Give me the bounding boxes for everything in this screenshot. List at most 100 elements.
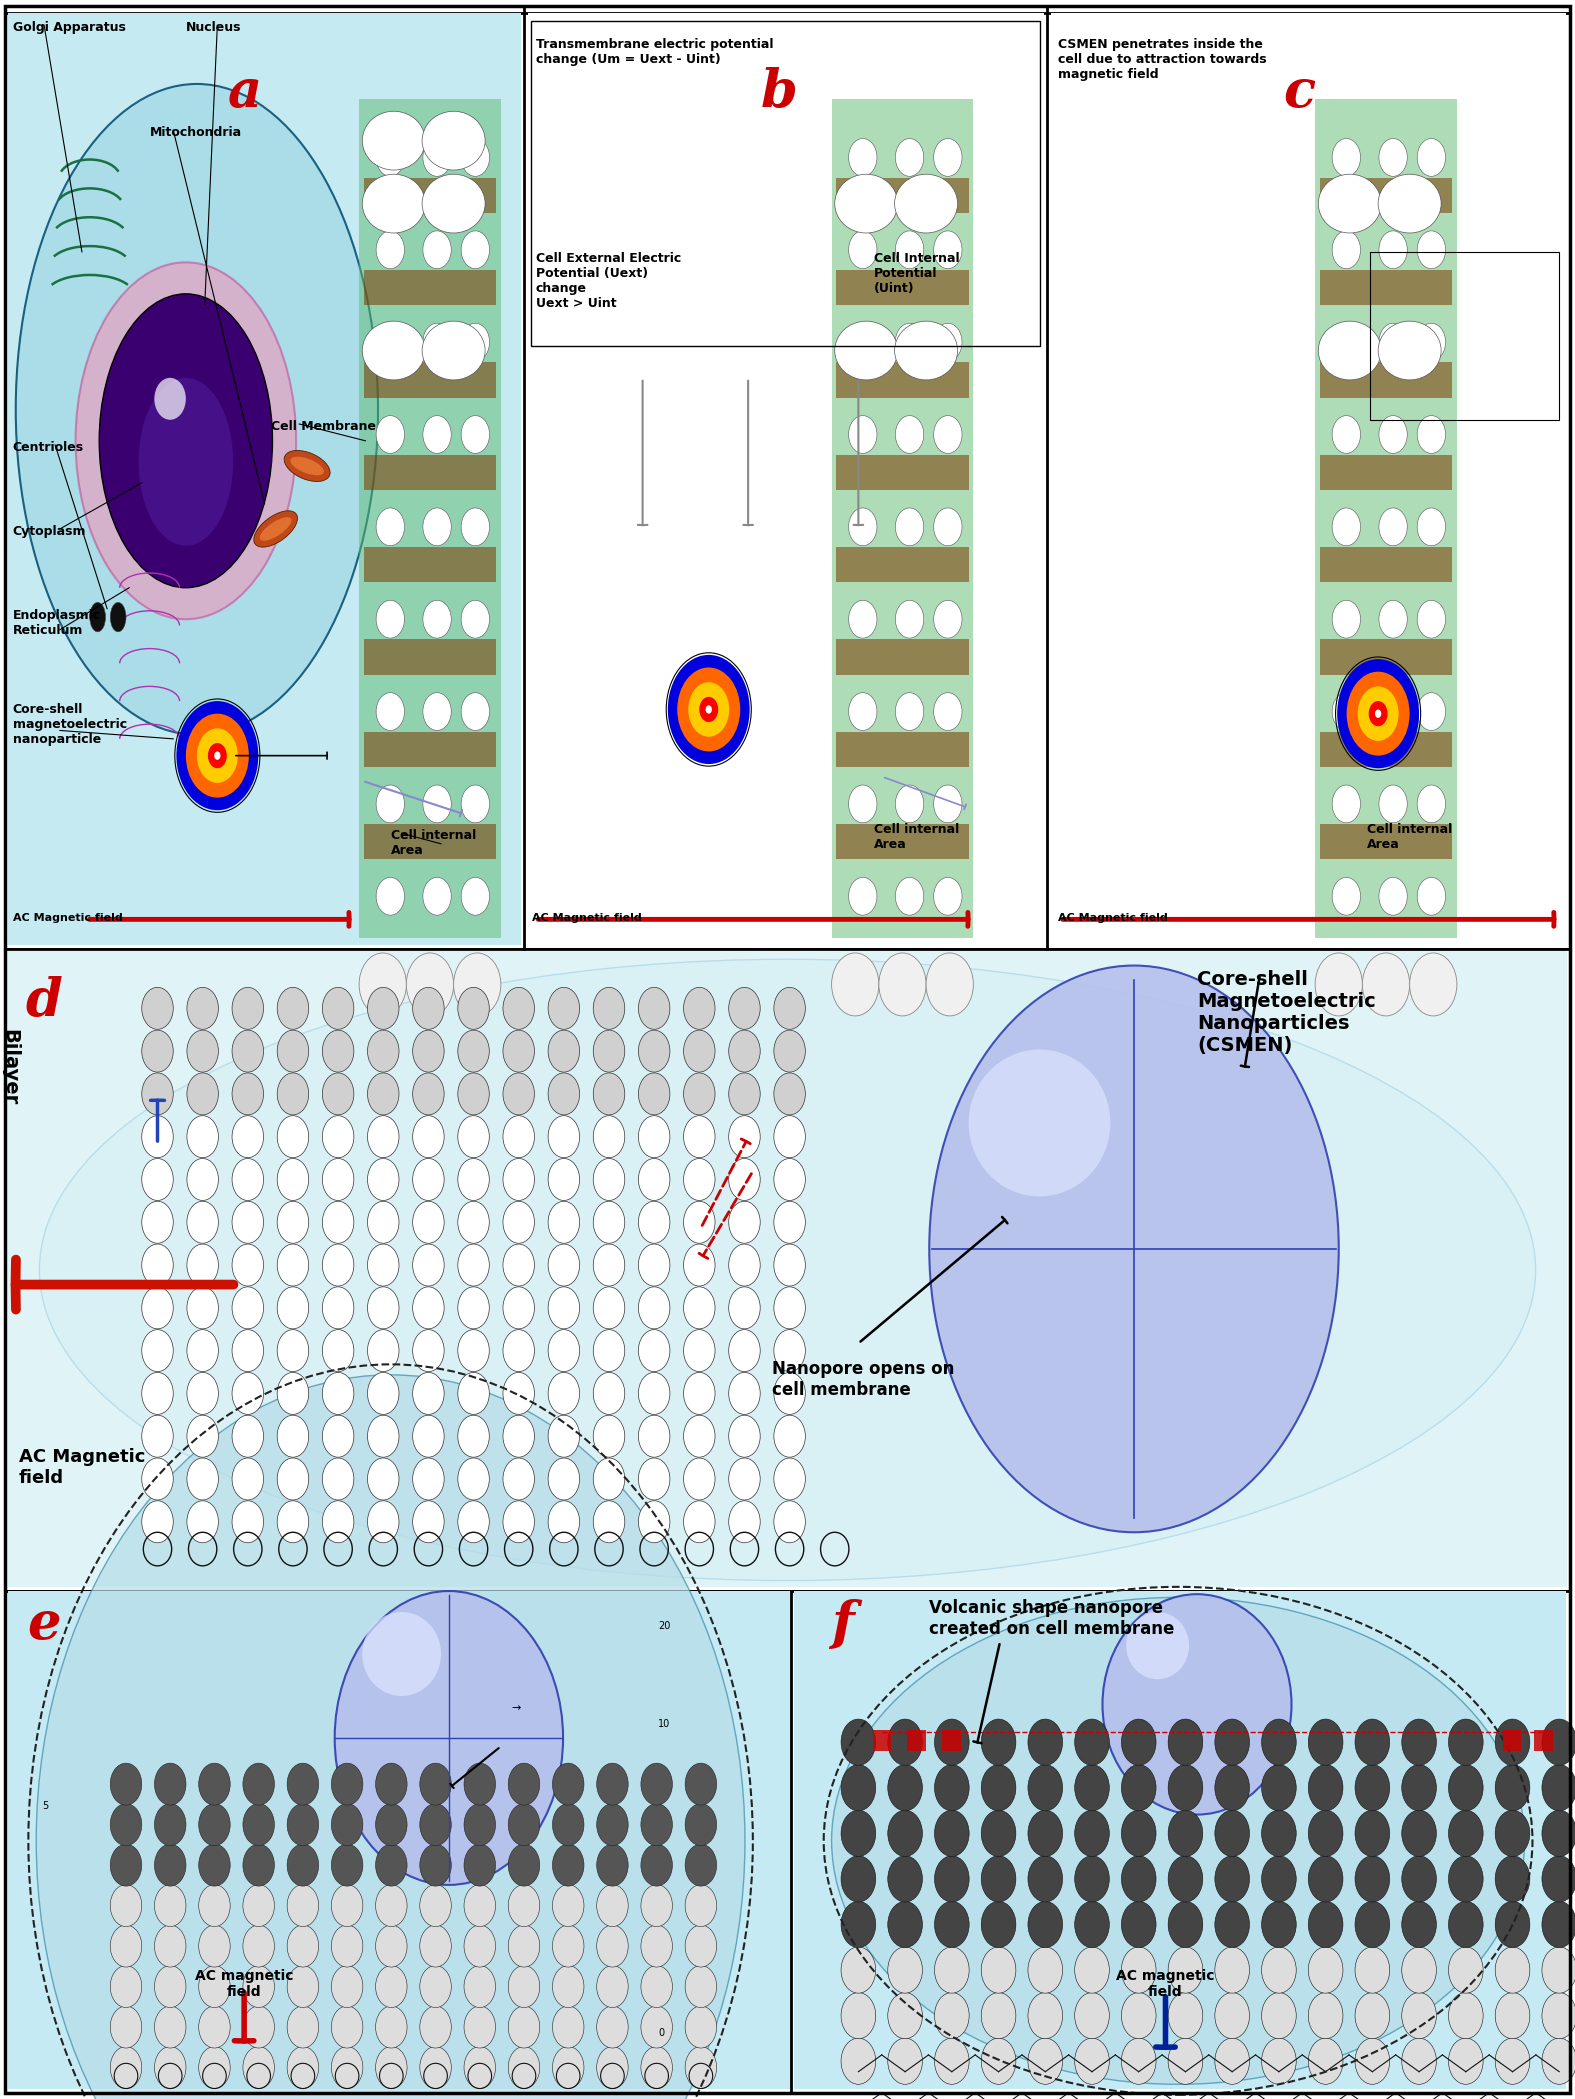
Circle shape bbox=[1169, 1948, 1203, 1994]
Circle shape bbox=[594, 1329, 625, 1371]
Bar bbox=[1320, 825, 1452, 858]
Circle shape bbox=[594, 1159, 625, 1201]
Bar bbox=[832, 99, 973, 938]
Circle shape bbox=[1262, 1856, 1296, 1902]
Bar bbox=[794, 1591, 1566, 2089]
Ellipse shape bbox=[36, 1375, 745, 2099]
Circle shape bbox=[509, 1885, 540, 1927]
Circle shape bbox=[641, 1845, 673, 1887]
Bar bbox=[1320, 363, 1452, 397]
Circle shape bbox=[729, 1329, 761, 1371]
Circle shape bbox=[597, 1803, 628, 1845]
Circle shape bbox=[638, 1201, 669, 1243]
Bar bbox=[5, 949, 1570, 1591]
Bar bbox=[364, 363, 496, 397]
Bar bbox=[5, 13, 1570, 949]
Ellipse shape bbox=[1318, 321, 1381, 380]
Circle shape bbox=[638, 1031, 669, 1073]
Circle shape bbox=[773, 1415, 805, 1457]
Circle shape bbox=[458, 1459, 490, 1501]
Circle shape bbox=[1380, 139, 1406, 176]
Circle shape bbox=[638, 987, 669, 1029]
Circle shape bbox=[154, 1965, 186, 2007]
Circle shape bbox=[323, 1329, 354, 1371]
Text: Cell External Electric
Potential (Uext)
change
Uext > Uint: Cell External Electric Potential (Uext) … bbox=[536, 252, 680, 311]
Circle shape bbox=[458, 1329, 490, 1371]
Circle shape bbox=[465, 1763, 496, 1805]
Circle shape bbox=[232, 1329, 263, 1371]
Circle shape bbox=[1402, 1902, 1436, 1948]
Text: 5: 5 bbox=[43, 1801, 49, 1811]
Circle shape bbox=[668, 655, 750, 764]
Circle shape bbox=[1074, 1809, 1109, 1856]
Circle shape bbox=[367, 1459, 398, 1501]
Circle shape bbox=[1028, 1765, 1063, 1811]
Circle shape bbox=[934, 785, 962, 823]
Circle shape bbox=[699, 697, 718, 722]
Text: Nanopore opens on
cell membrane: Nanopore opens on cell membrane bbox=[772, 1360, 954, 1398]
Circle shape bbox=[376, 323, 405, 361]
Bar bbox=[8, 1591, 791, 2089]
Bar bbox=[8, 951, 1567, 1587]
Ellipse shape bbox=[362, 111, 425, 170]
Circle shape bbox=[277, 1159, 309, 1201]
Circle shape bbox=[638, 1373, 669, 1415]
Circle shape bbox=[323, 1459, 354, 1501]
Circle shape bbox=[142, 1245, 173, 1287]
Circle shape bbox=[684, 1287, 715, 1329]
Circle shape bbox=[1262, 1809, 1296, 1856]
Circle shape bbox=[1309, 1902, 1343, 1948]
Ellipse shape bbox=[1318, 174, 1381, 233]
Circle shape bbox=[232, 987, 263, 1029]
Circle shape bbox=[367, 1373, 398, 1415]
Circle shape bbox=[1380, 508, 1406, 546]
Circle shape bbox=[1074, 1719, 1109, 1765]
Circle shape bbox=[331, 1803, 362, 1845]
Circle shape bbox=[376, 785, 405, 823]
Circle shape bbox=[1449, 1719, 1484, 1765]
Circle shape bbox=[1380, 693, 1406, 730]
Circle shape bbox=[176, 701, 258, 810]
Circle shape bbox=[981, 1809, 1016, 1856]
Text: Core-shell
Magnetoelectric
Nanoparticles
(CSMEN): Core-shell Magnetoelectric Nanoparticles… bbox=[1197, 970, 1375, 1054]
Circle shape bbox=[323, 1245, 354, 1287]
Circle shape bbox=[594, 1117, 625, 1159]
Circle shape bbox=[376, 139, 405, 176]
Circle shape bbox=[1309, 1856, 1343, 1902]
Bar bbox=[364, 455, 496, 489]
Bar bbox=[1320, 548, 1452, 581]
Circle shape bbox=[934, 139, 962, 176]
Circle shape bbox=[421, 1803, 452, 1845]
Circle shape bbox=[214, 751, 221, 760]
Circle shape bbox=[187, 1329, 219, 1371]
Circle shape bbox=[729, 1459, 761, 1501]
Circle shape bbox=[376, 877, 405, 915]
Circle shape bbox=[509, 2007, 540, 2049]
Circle shape bbox=[1542, 1992, 1575, 2038]
Circle shape bbox=[849, 323, 877, 361]
Bar bbox=[1370, 252, 1559, 420]
Circle shape bbox=[232, 1159, 263, 1201]
Circle shape bbox=[375, 2007, 406, 2049]
Circle shape bbox=[198, 1965, 230, 2007]
Circle shape bbox=[677, 667, 740, 751]
Circle shape bbox=[461, 785, 490, 823]
Circle shape bbox=[187, 1245, 219, 1287]
Circle shape bbox=[553, 2047, 584, 2089]
Circle shape bbox=[375, 1965, 406, 2007]
Circle shape bbox=[461, 600, 490, 638]
Circle shape bbox=[773, 987, 805, 1029]
Circle shape bbox=[232, 1073, 263, 1115]
Circle shape bbox=[458, 1373, 490, 1415]
Text: Golgi Apparatus: Golgi Apparatus bbox=[13, 21, 126, 34]
Circle shape bbox=[502, 1501, 534, 1543]
Circle shape bbox=[1214, 1902, 1249, 1948]
Circle shape bbox=[597, 1885, 628, 1927]
Circle shape bbox=[1121, 1809, 1156, 1856]
Text: Cell internal
Area: Cell internal Area bbox=[391, 829, 476, 856]
Circle shape bbox=[773, 1073, 805, 1115]
Circle shape bbox=[367, 1501, 398, 1543]
Circle shape bbox=[375, 1925, 406, 1967]
Circle shape bbox=[502, 1159, 534, 1201]
Circle shape bbox=[1354, 1948, 1389, 1994]
